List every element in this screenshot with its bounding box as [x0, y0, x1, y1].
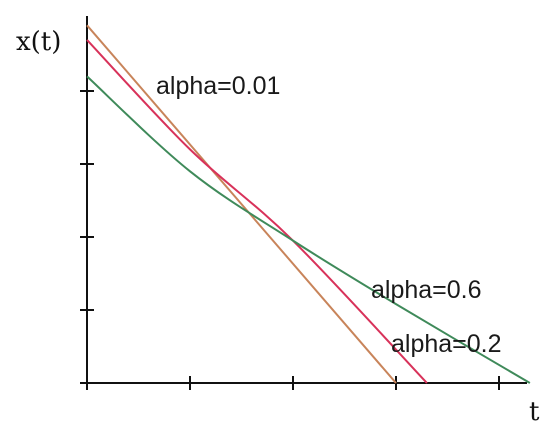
- series-line-alpha-0-6: [86, 75, 531, 384]
- series-label-alpha-0-01: alpha=0.01: [156, 72, 280, 100]
- series-line-alpha-0-2: [86, 39, 428, 384]
- series-label-alpha-0-2: alpha=0.2: [391, 330, 502, 358]
- y-ticks: [80, 90, 94, 384]
- x-axis-label: t: [529, 397, 540, 427]
- series-line-alpha-0-01: [86, 24, 397, 384]
- y-axis-label: x(t): [16, 27, 61, 57]
- series-label-alpha-0-6: alpha=0.6: [371, 276, 482, 304]
- series-lines: [86, 24, 531, 384]
- axes: [86, 16, 527, 384]
